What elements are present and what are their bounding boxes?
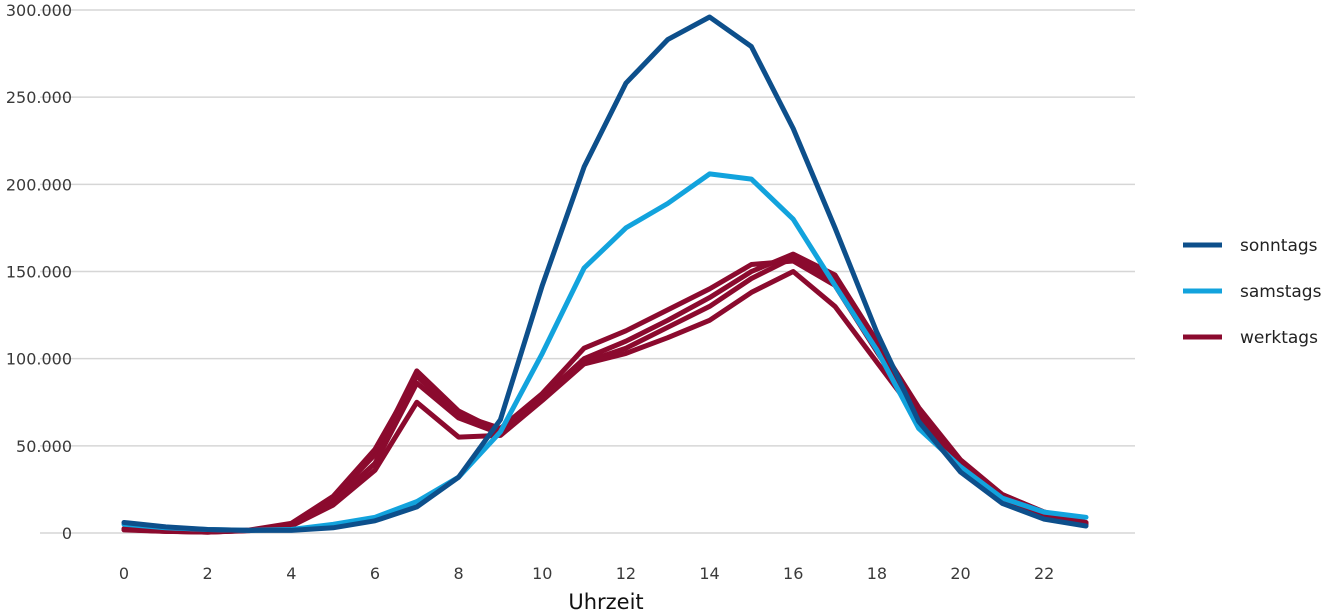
x-tick-label: 8 bbox=[454, 564, 464, 583]
legend-label-werktags: werktags bbox=[1240, 328, 1318, 348]
series-line-werktags bbox=[121, 258, 1089, 535]
y-tick-label: 0 bbox=[62, 524, 72, 543]
legend-label-sonntags: sonntags bbox=[1240, 236, 1318, 256]
series-lines bbox=[121, 14, 1089, 535]
x-tick-label: 20 bbox=[950, 564, 970, 583]
y-tick-label: 200.000 bbox=[6, 175, 72, 194]
legend-label-samstags: samstags bbox=[1240, 282, 1322, 302]
x-tick-label: 4 bbox=[286, 564, 296, 583]
x-tick-label: 14 bbox=[699, 564, 719, 583]
x-tick-label: 0 bbox=[119, 564, 129, 583]
y-tick-label: 300.000 bbox=[6, 1, 72, 20]
series-line-werktags bbox=[121, 251, 1089, 535]
series-line-werktags bbox=[121, 255, 1089, 535]
x-tick-label: 6 bbox=[370, 564, 380, 583]
legend: sonntags samstags werktags bbox=[1183, 236, 1322, 348]
x-tick-label: 12 bbox=[616, 564, 636, 583]
x-axis-title: Uhrzeit bbox=[568, 590, 643, 613]
grid-lines bbox=[40, 9, 1135, 534]
y-tick-label: 100.000 bbox=[6, 350, 72, 369]
x-axis-ticks: 0 2 4 6 8 10 12 14 16 18 20 22 bbox=[119, 564, 1054, 583]
y-tick-label: 50.000 bbox=[16, 437, 72, 456]
y-tick-label: 150.000 bbox=[6, 263, 72, 282]
y-axis-ticks: 0 50.000 100.000 150.000 200.000 250.000 300.0… bbox=[6, 1, 72, 543]
x-tick-label: 16 bbox=[783, 564, 803, 583]
x-tick-label: 2 bbox=[203, 564, 213, 583]
y-tick-label: 250.000 bbox=[6, 88, 72, 107]
series-line-werktags bbox=[121, 269, 1089, 535]
x-tick-label: 22 bbox=[1034, 564, 1054, 583]
x-tick-label: 10 bbox=[532, 564, 552, 583]
series-line-sonntags bbox=[121, 14, 1089, 533]
x-tick-label: 18 bbox=[867, 564, 887, 583]
